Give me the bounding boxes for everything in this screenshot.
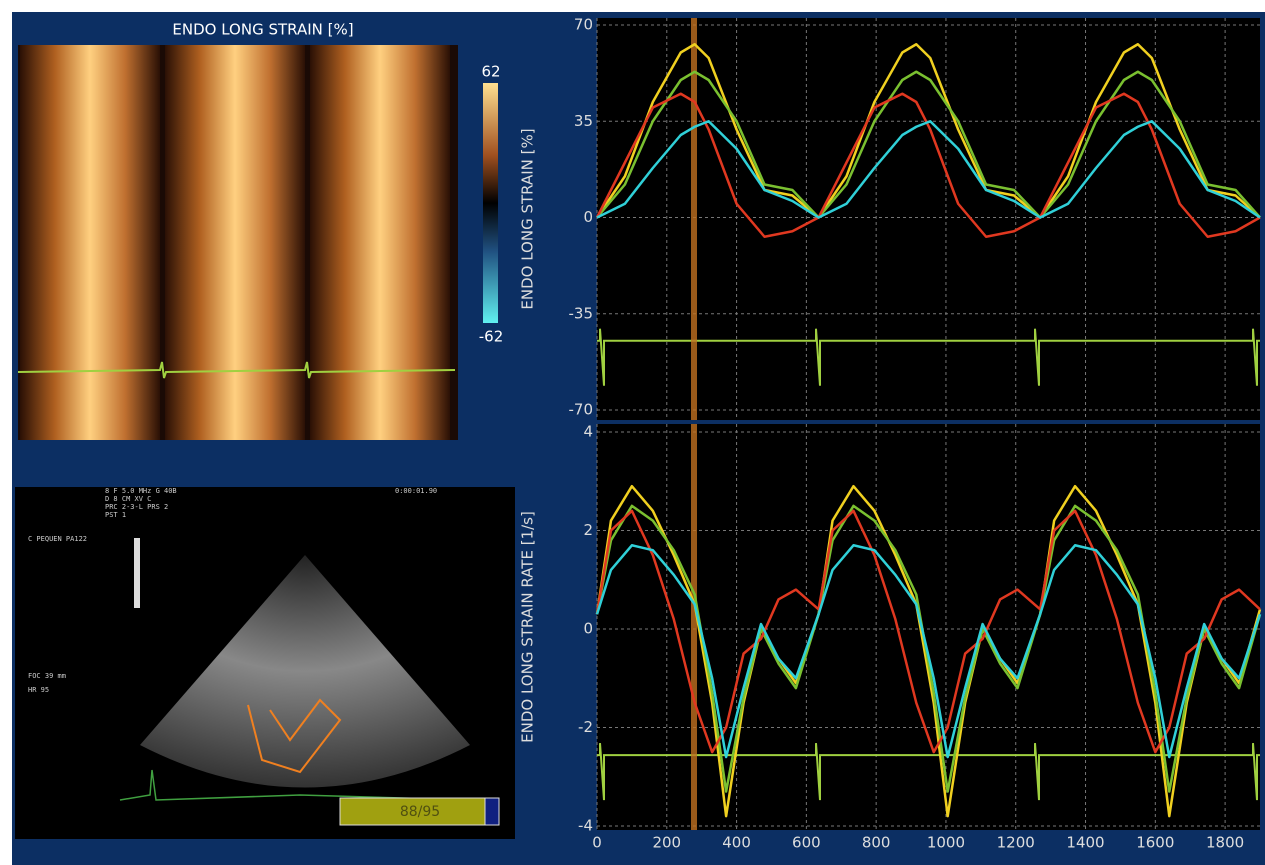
screen: ENDO LONG STRAIN [%] 62 -62 8 F 5.0 MHz … (0, 0, 1265, 865)
heatmap-band (20, 45, 160, 440)
x-tick-label: 0 (592, 834, 602, 852)
colorbar-max: 62 (481, 63, 500, 81)
us-focus: FOC 39 mm (28, 672, 66, 680)
y-axis-label: ENDO LONG STRAIN [%] (519, 128, 537, 309)
heatmap-band (310, 45, 450, 440)
us-header: 8 F 5.0 MHz G 40B (105, 487, 177, 495)
heatmap-title: ENDO LONG STRAIN [%] (172, 21, 353, 39)
x-tick-label: 1800 (1206, 834, 1244, 852)
gray-scale (134, 538, 140, 608)
x-tick-label: 400 (722, 834, 751, 852)
us-header: PST 1 (105, 511, 126, 519)
time-cursor (691, 424, 697, 830)
y-tick-label: 0 (583, 208, 593, 226)
x-tick-label: 800 (862, 834, 891, 852)
time-cursor (691, 18, 697, 420)
heatmap-band (165, 45, 305, 440)
x-tick-label: 1000 (927, 834, 965, 852)
x-tick-label: 1400 (1066, 834, 1104, 852)
x-tick-label: 200 (652, 834, 681, 852)
y-tick-label: 70 (574, 16, 593, 34)
colorbar (483, 83, 498, 323)
x-tick-label: 600 (792, 834, 821, 852)
charts: -70 -35 0 35 70 ENDO LONG STRAIN [%] 0 200 400 60… (519, 16, 1261, 852)
us-patient: C PEQUEN PA122 (28, 535, 87, 543)
y-tick-label: 35 (574, 112, 593, 130)
y-tick-label: -4 (578, 817, 593, 835)
x-tick-label: 1600 (1136, 834, 1174, 852)
y-tick-label: -70 (569, 401, 594, 419)
y-tick-label: 0 (583, 620, 593, 638)
y-axis-label: ENDO LONG STRAIN RATE [1/s] (519, 511, 537, 743)
frame-counter: 88/95 (400, 804, 440, 820)
y-tick-label: -35 (569, 304, 594, 322)
frame-bar-end (485, 798, 499, 825)
us-time: 0:00:01.90 (395, 487, 437, 495)
y-tick-label: 4 (583, 423, 593, 441)
x-tick-label: 1200 (997, 834, 1035, 852)
us-header: PRC 2-3-L PRS 2 (105, 503, 168, 511)
y-tick-label: -2 (578, 718, 593, 736)
us-hr: HR 95 (28, 686, 49, 694)
us-header: D 8 CM XV C (105, 495, 151, 503)
colorbar-min: -62 (479, 328, 504, 346)
y-tick-label: 2 (583, 521, 593, 539)
